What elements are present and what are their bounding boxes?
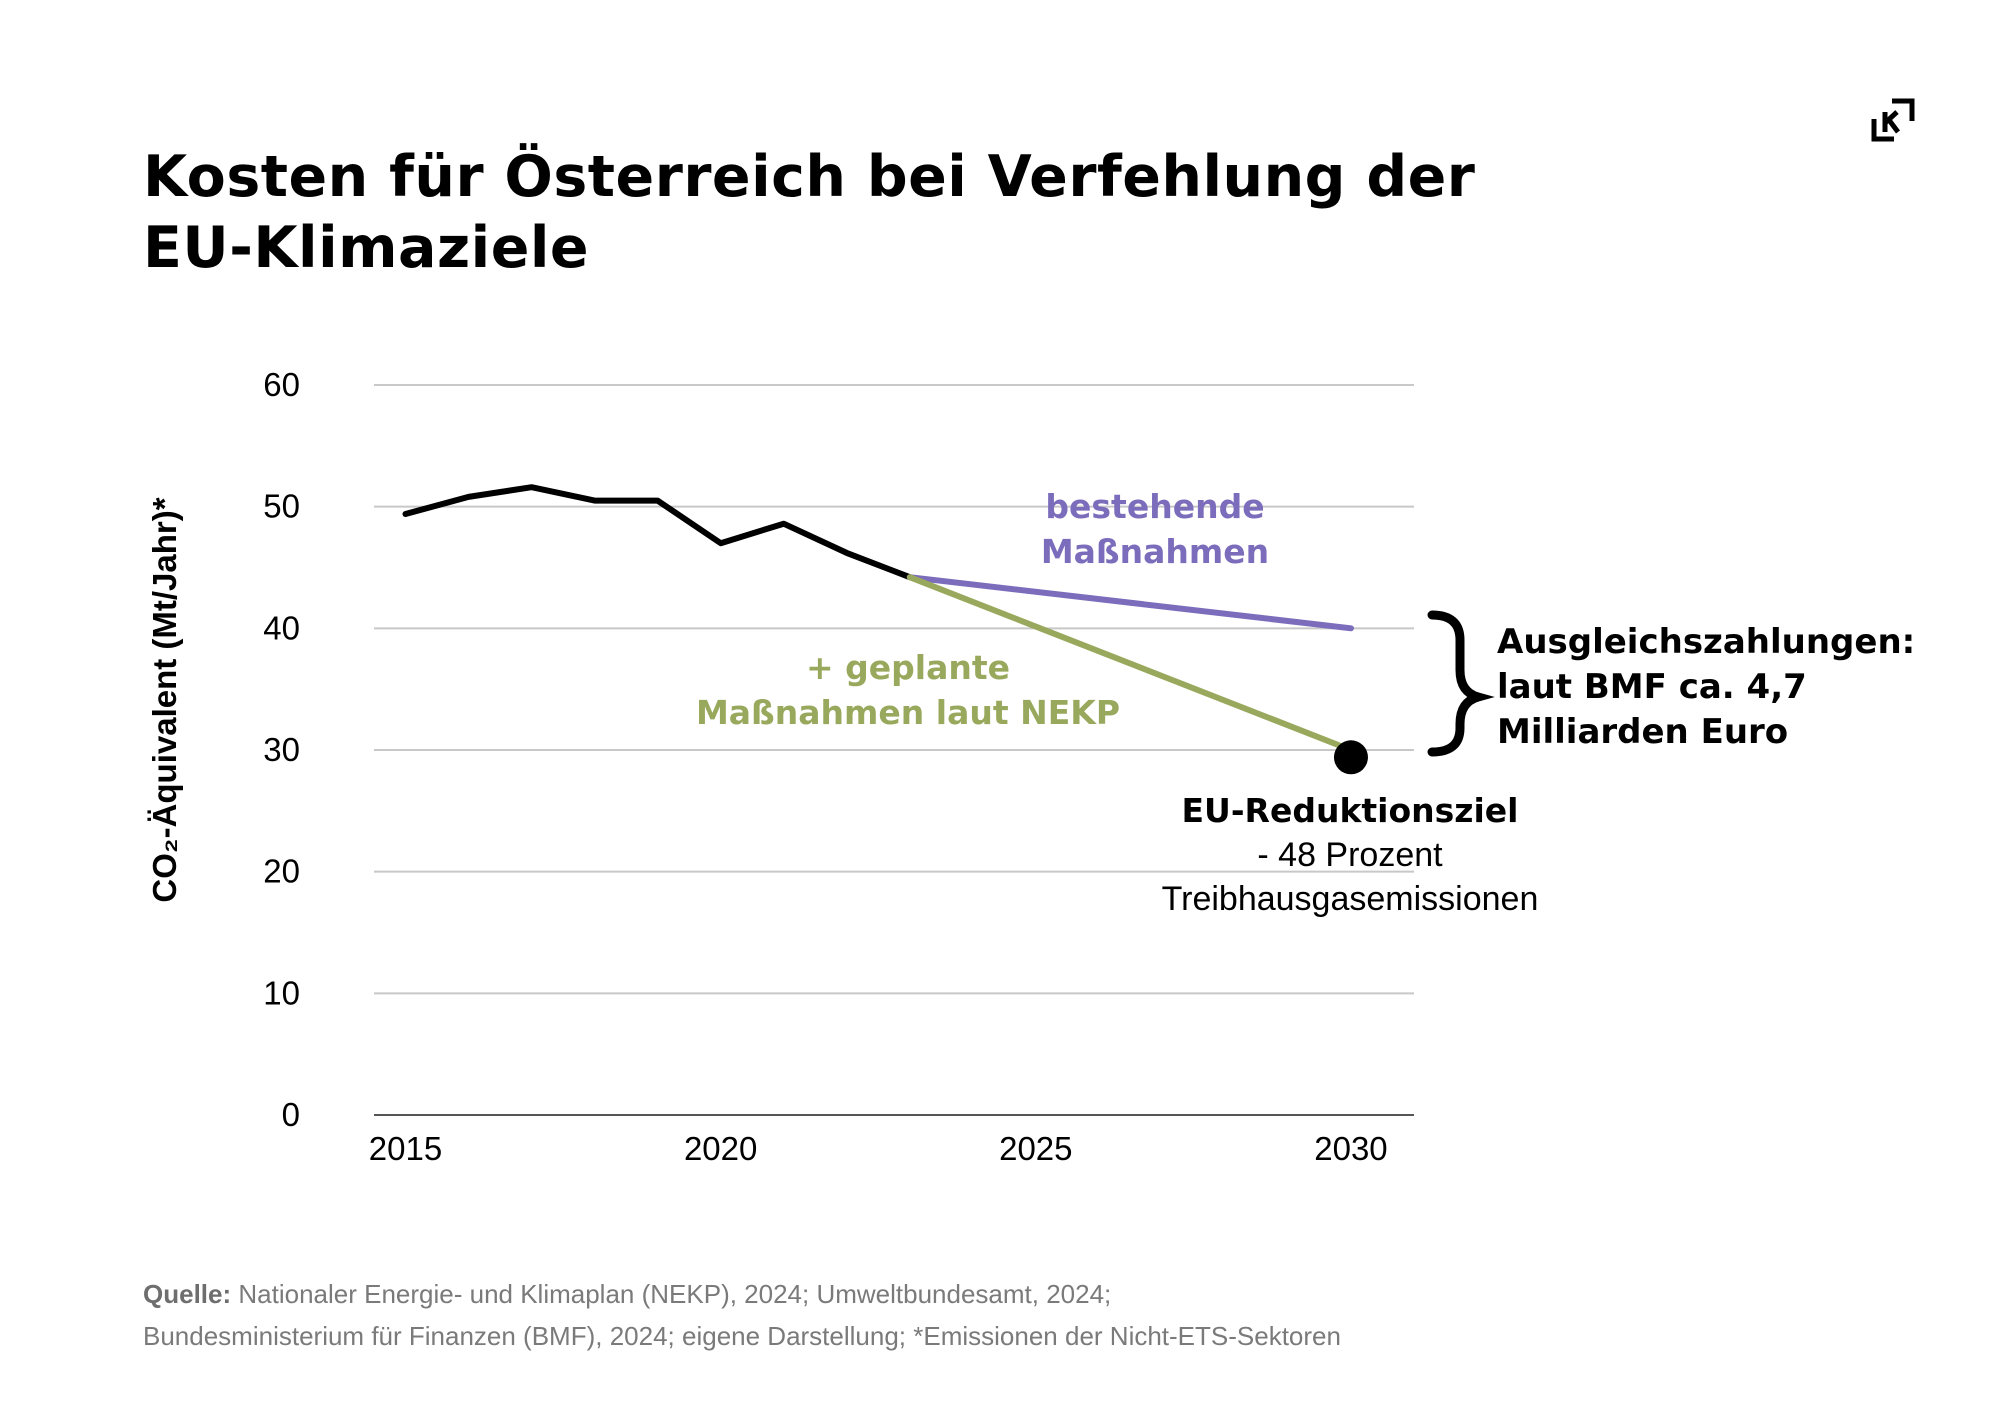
existing-measures-label: Maßnahmen — [1041, 532, 1269, 571]
y-tick-label: 50 — [263, 488, 300, 525]
source-line-2: Bundesministerium für Finanzen (BMF), 20… — [143, 1321, 1341, 1351]
compensation-label: Milliarden Euro — [1497, 712, 1788, 752]
planned-measures-label: Maßnahmen laut NEKP — [696, 693, 1120, 732]
source-note: Quelle: Nationaler Energie- und Klimapla… — [143, 1273, 1843, 1357]
existing-measures-line — [906, 574, 1354, 632]
k-corner-logo-icon — [1871, 98, 1915, 142]
target-label-line: - 48 Prozent — [1257, 836, 1443, 874]
y-tick-label: 60 — [263, 366, 300, 403]
y-tick-label: 0 — [282, 1096, 300, 1133]
y-axis-label: CO₂-Äquivalent (Mt/Jahr)* — [146, 497, 183, 902]
x-tick-label: 2030 — [1314, 1130, 1387, 1167]
y-tick-label: 20 — [263, 853, 300, 890]
source-label: Quelle: — [143, 1279, 232, 1309]
historical-emissions-line — [402, 484, 913, 581]
x-tick-label: 2025 — [999, 1130, 1072, 1167]
source-line-1: Nationaler Energie- und Klimaplan (NEKP)… — [238, 1279, 1112, 1309]
y-tick-label: 10 — [263, 974, 300, 1011]
y-tick-label: 40 — [263, 609, 300, 646]
target-point — [1333, 740, 1368, 775]
target-label-title: EU-Reduktionsziel — [1182, 791, 1519, 830]
planned-measures-label: + geplante — [806, 648, 1010, 687]
x-tick-label: 2020 — [684, 1130, 757, 1167]
target-label-line: Treibhausgasemissionen — [1162, 880, 1539, 918]
y-tick-label: 30 — [263, 731, 300, 768]
existing-measures-label: bestehende — [1045, 487, 1264, 526]
x-tick-label: 2015 — [369, 1130, 442, 1167]
compensation-label: Ausgleichszahlungen: — [1497, 622, 1915, 662]
curly-brace — [1427, 610, 1495, 757]
chart-title: Kosten für Österreich bei Verfehlung der… — [143, 144, 1476, 281]
planned-measures-line — [906, 574, 1354, 753]
compensation-label: laut BMF ca. 4,7 — [1497, 667, 1807, 707]
